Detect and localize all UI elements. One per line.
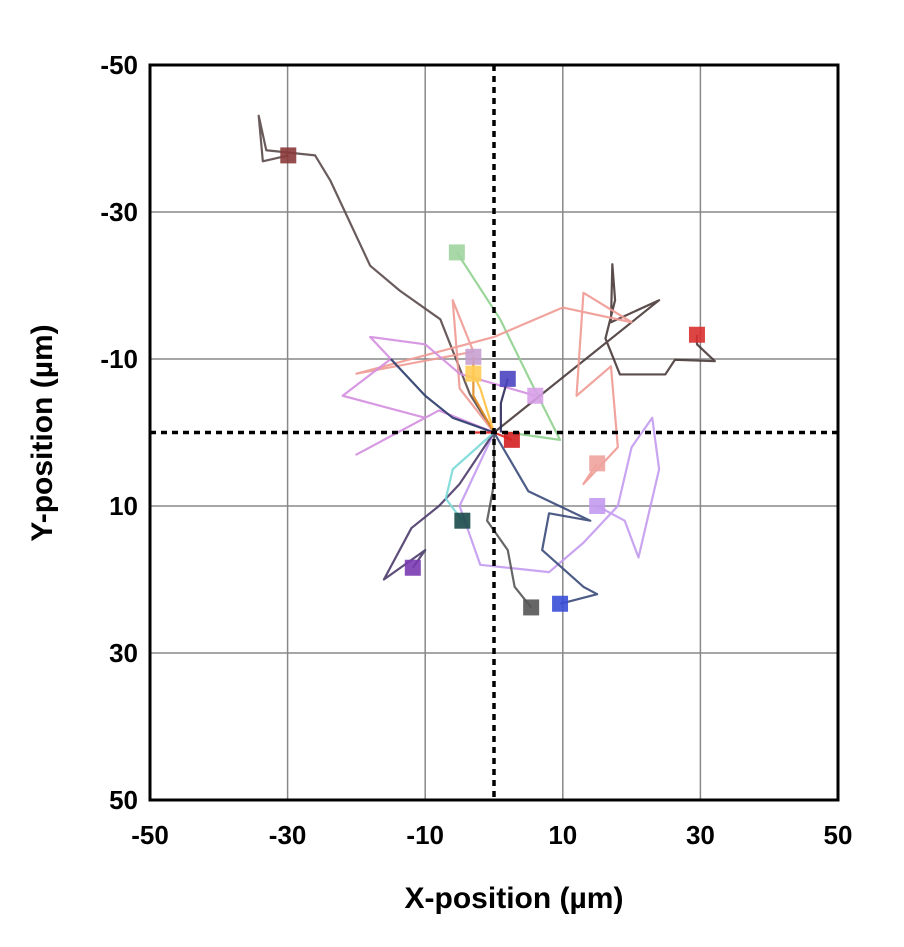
track-14: [465, 365, 496, 433]
track-end-marker: [589, 498, 606, 514]
track-end-marker: [280, 147, 297, 164]
y-tick-label: -30: [100, 197, 138, 227]
y-tick-label: -50: [100, 50, 138, 80]
track-end-marker: [448, 244, 465, 261]
track-end-marker: [499, 370, 516, 387]
track-11: [444, 431, 495, 529]
track-end-marker: [465, 365, 482, 382]
track-end-marker: [503, 431, 520, 448]
track-line: [499, 378, 509, 433]
track-line: [257, 114, 495, 434]
track-6: [458, 416, 661, 574]
y-tick-label: -10: [100, 344, 138, 374]
track-9: [382, 431, 495, 581]
track-end-marker: [527, 387, 544, 404]
track-3: [493, 263, 716, 434]
track-end-marker: [454, 512, 471, 529]
y-tick-label: 10: [109, 491, 138, 521]
track-line: [455, 251, 562, 441]
track-line: [458, 416, 661, 574]
track-end-marker: [589, 455, 606, 472]
y-ticks: -50 -30 -10 10 30 50: [100, 50, 138, 815]
y-tick-label: 50: [109, 785, 138, 815]
track-end-marker: [523, 599, 540, 616]
reference-lines: [150, 65, 838, 800]
x-tick-label: 30: [686, 820, 715, 850]
track-end-marker: [404, 559, 421, 576]
x-tick-label: -30: [269, 820, 307, 850]
track-line: [493, 263, 716, 434]
track-line: [493, 431, 599, 605]
x-tick-label: -50: [131, 820, 169, 850]
x-tick-label: 10: [548, 820, 577, 850]
track-line: [444, 431, 495, 522]
track-12: [499, 370, 516, 433]
tracks: [257, 114, 716, 616]
track-end-marker: [465, 348, 482, 365]
track-end-marker: [552, 595, 569, 612]
track-1: [257, 114, 495, 434]
x-tick-label: -10: [406, 820, 444, 850]
track-end-marker: [688, 326, 705, 343]
y-axis-label: Y-position (µm): [26, 324, 59, 541]
track-line: [389, 358, 495, 434]
y-tick-label: 30: [109, 638, 138, 668]
track-8: [493, 431, 599, 612]
x-ticks: -50 -30 -10 10 30 50: [131, 820, 852, 850]
x-tick-label: 50: [824, 820, 853, 850]
plot-frame: [148, 63, 840, 802]
track-10: [389, 358, 495, 434]
x-axis-label: X-position (µm): [405, 882, 624, 915]
track-line: [382, 431, 495, 581]
track-2: [448, 244, 562, 441]
